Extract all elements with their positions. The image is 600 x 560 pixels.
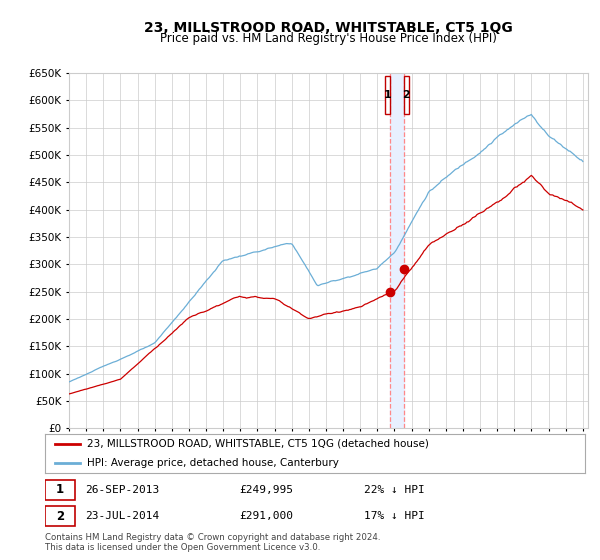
Text: 26-SEP-2013: 26-SEP-2013 xyxy=(86,485,160,494)
Text: Contains HM Land Registry data © Crown copyright and database right 2024.: Contains HM Land Registry data © Crown c… xyxy=(45,533,380,542)
Bar xyxy=(390,73,404,428)
Text: 2: 2 xyxy=(56,510,64,522)
Text: 2: 2 xyxy=(403,90,410,100)
Bar xyxy=(45,480,75,500)
Text: 17% ↓ HPI: 17% ↓ HPI xyxy=(364,511,424,521)
Text: 23-JUL-2014: 23-JUL-2014 xyxy=(86,511,160,521)
Text: 23, MILLSTROOD ROAD, WHITSTABLE, CT5 1QG: 23, MILLSTROOD ROAD, WHITSTABLE, CT5 1QG xyxy=(145,21,513,35)
Text: This data is licensed under the Open Government Licence v3.0.: This data is licensed under the Open Gov… xyxy=(45,543,320,552)
Text: £249,995: £249,995 xyxy=(239,485,293,494)
Bar xyxy=(45,506,75,526)
Text: 23, MILLSTROOD ROAD, WHITSTABLE, CT5 1QG (detached house): 23, MILLSTROOD ROAD, WHITSTABLE, CT5 1QG… xyxy=(87,439,429,449)
Text: £291,000: £291,000 xyxy=(239,511,293,521)
Text: 1: 1 xyxy=(56,483,64,496)
Bar xyxy=(385,76,390,114)
Text: Price paid vs. HM Land Registry's House Price Index (HPI): Price paid vs. HM Land Registry's House … xyxy=(160,32,497,45)
Bar xyxy=(404,76,409,114)
Text: HPI: Average price, detached house, Canterbury: HPI: Average price, detached house, Cant… xyxy=(87,459,339,468)
Text: 1: 1 xyxy=(384,90,391,100)
Text: 22% ↓ HPI: 22% ↓ HPI xyxy=(364,485,424,494)
